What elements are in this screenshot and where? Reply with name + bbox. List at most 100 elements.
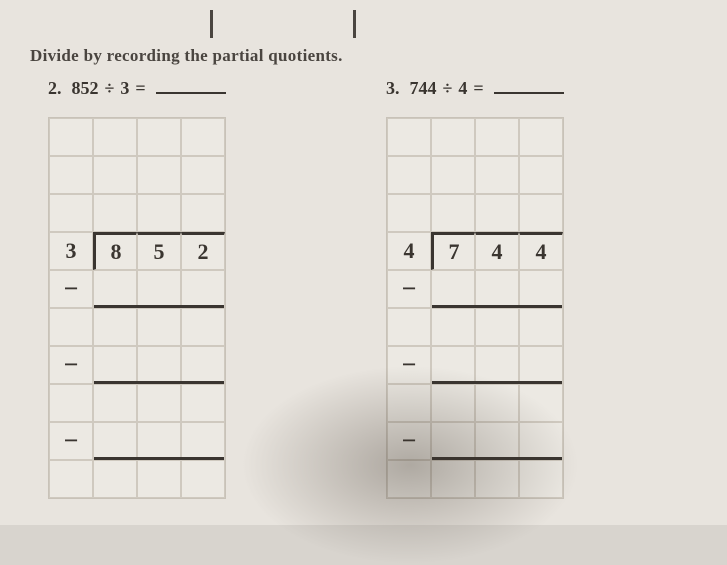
grid-cell[interactable] [137,308,181,346]
grid-cell[interactable] [519,156,563,194]
grid-cell[interactable] [475,308,519,346]
grid-cell[interactable] [387,384,431,422]
grid-cell[interactable] [181,156,225,194]
grid-cell[interactable] [475,346,519,384]
dividend-text: 852 [72,78,99,99]
grid-cell[interactable] [93,384,137,422]
grid-cell[interactable] [431,194,475,232]
grid-cell[interactable] [519,270,563,308]
quotient-row [49,194,225,232]
grid-cell[interactable] [475,422,519,460]
grid-cell[interactable] [475,460,519,498]
top-tick-marks [210,10,697,38]
grid-cell[interactable] [137,194,181,232]
grid-cell[interactable] [181,422,225,460]
work-row [387,460,563,498]
grid-cell[interactable] [519,422,563,460]
equals-sign: = [473,78,483,99]
grid-cell[interactable] [387,194,431,232]
grid-cell[interactable] [93,460,137,498]
grid-cell[interactable] [431,346,475,384]
grid-cell[interactable] [181,346,225,384]
grid-cell[interactable] [475,270,519,308]
answer-blank[interactable] [494,92,564,94]
dividend-cell: 4 [475,232,519,270]
work-row [49,384,225,422]
grid-cell[interactable] [181,270,225,308]
problem-2: 2. 852 ÷ 3 = [48,78,226,503]
grid-cell[interactable] [137,460,181,498]
grid-cell[interactable] [137,346,181,384]
grid-cell[interactable] [387,460,431,498]
grid-cell[interactable] [137,118,181,156]
grid-cell[interactable] [431,308,475,346]
equation-3: 3. 744 ÷ 4 = [386,78,564,99]
grid-cell[interactable] [387,118,431,156]
work-row: − [387,346,563,384]
grid-cell[interactable] [49,118,93,156]
work-row: − [49,422,225,460]
grid-cell[interactable] [49,194,93,232]
grid-cell[interactable] [93,118,137,156]
divisor-cell: 4 [387,232,431,270]
dividend-text: 744 [410,78,437,99]
grid-cell[interactable] [475,384,519,422]
divisor-cell: 3 [49,232,93,270]
grid-cell[interactable] [431,156,475,194]
work-row: − [49,270,225,308]
grid-cell[interactable] [519,384,563,422]
work-row [49,460,225,498]
grid-cell[interactable] [49,308,93,346]
grid-cell[interactable] [93,422,137,460]
grid-cell[interactable] [431,460,475,498]
equals-sign: = [135,78,145,99]
division-grid-2: 3 8 5 2 − [48,117,226,499]
grid-cell[interactable] [49,384,93,422]
work-row: − [49,346,225,384]
grid-cell[interactable] [93,308,137,346]
grid-cell[interactable] [431,422,475,460]
grid-cell[interactable] [137,156,181,194]
grid-cell[interactable] [387,308,431,346]
grid-cell[interactable] [519,308,563,346]
grid-cell[interactable] [475,194,519,232]
grid-cell[interactable] [519,118,563,156]
tick-mark [210,10,213,38]
answer-blank[interactable] [156,92,226,94]
grid-cell[interactable] [137,422,181,460]
grid-cell[interactable] [49,460,93,498]
grid-cell[interactable] [93,270,137,308]
grid-cell[interactable] [431,384,475,422]
grid-cell[interactable] [93,156,137,194]
grid-cell[interactable] [431,118,475,156]
grid-cell[interactable] [137,384,181,422]
grid-cell[interactable] [181,384,225,422]
minus-cell: − [387,270,431,308]
grid-cell[interactable] [519,194,563,232]
grid-cell[interactable] [475,156,519,194]
grid-cell[interactable] [387,156,431,194]
minus-cell: − [49,422,93,460]
grid-cell[interactable] [49,156,93,194]
quotient-row [387,156,563,194]
grid-cell[interactable] [93,194,137,232]
minus-cell: − [387,422,431,460]
problem-3: 3. 744 ÷ 4 = [386,78,564,503]
divisor-dividend-row: 3 8 5 2 [49,232,225,270]
grid-cell[interactable] [181,308,225,346]
grid-cell[interactable] [181,460,225,498]
minus-cell: − [49,346,93,384]
tick-mark [353,10,356,38]
work-row [49,308,225,346]
operator: ÷ [105,78,115,99]
grid-cell[interactable] [475,118,519,156]
work-row: − [387,270,563,308]
grid-cell[interactable] [519,460,563,498]
grid-cell[interactable] [181,194,225,232]
grid-cell[interactable] [93,346,137,384]
equation-2: 2. 852 ÷ 3 = [48,78,226,99]
grid-cell[interactable] [431,270,475,308]
grid-cell[interactable] [519,346,563,384]
grid-cell[interactable] [137,270,181,308]
grid-cell[interactable] [181,118,225,156]
